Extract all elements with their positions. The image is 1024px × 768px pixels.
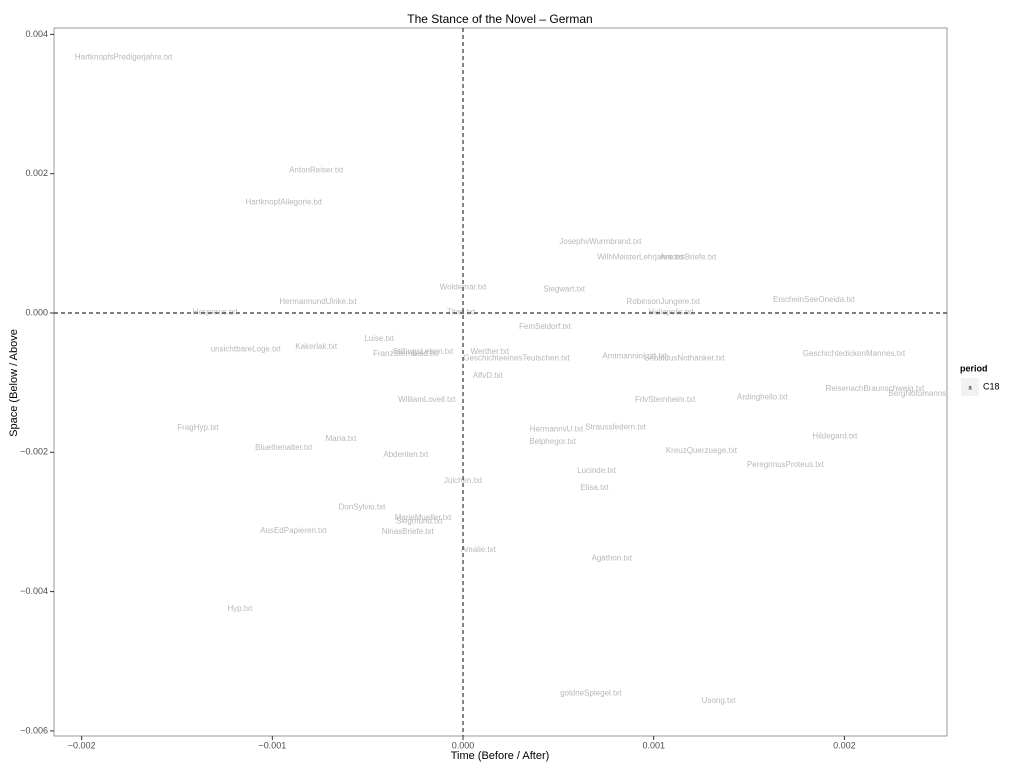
point-label: Bluethenalter.txt (255, 443, 313, 452)
legend-label: C18 (983, 381, 1000, 391)
point-label: Heliopolis.txt (648, 307, 694, 316)
point-label: Hyp.txt (227, 604, 253, 613)
point-label: Lucinde.txt (577, 466, 616, 475)
point-label: WilhMeisterLehrjahre.txt (597, 252, 684, 261)
y-tick-label: 0.004 (25, 29, 48, 39)
point-label: HermannvU.txt (530, 424, 584, 433)
x-axis-label: Time (Before / After) (451, 750, 550, 762)
x-tick-label: 0.001 (642, 740, 665, 750)
point-label: Luise.txt (364, 334, 395, 343)
x-tick-label: −0.002 (68, 740, 96, 750)
y-axis-label: Space (Below / Above (8, 329, 20, 437)
point-label: unsichtbareLoge.txt (211, 344, 282, 353)
point-label: Usong.txt (702, 696, 737, 705)
point-label: SebaldusNothanker.txt (644, 353, 725, 362)
point-label: NinasBriefe.txt (382, 527, 435, 536)
point-label: ErscheinSeeOneida.txt (773, 295, 856, 304)
point-label: JosephvWurmbrand.txt (559, 237, 642, 246)
point-label: GeschichtedickenMannes.txt (803, 349, 906, 358)
point-label: Amalie.txt (461, 545, 497, 554)
point-label: AmtmanninLott.txt (602, 351, 667, 360)
point-label: Agathon.txt (592, 553, 633, 562)
point-label: BergNotomannsDorf.txt (888, 389, 972, 398)
point-label: Belphegor.txt (529, 437, 576, 446)
point-label: Woldemar.txt (440, 282, 487, 291)
y-tick-label: 0.002 (25, 168, 48, 178)
point-label: WilliamLovell.txt (398, 395, 456, 404)
point-label: Elisa.txt (581, 483, 610, 492)
point-label: Kakerlak.txt (295, 342, 338, 351)
point-label: ReisenachBraunschweig.txt (826, 384, 925, 393)
point-label: Hildegard.txt (812, 431, 858, 440)
point-label: FrlvSternheim.txt (635, 395, 696, 404)
point-label: Siegmund.txt (396, 516, 443, 525)
point-label: KreuzQuerzuege.txt (666, 446, 738, 455)
plot-panel (53, 27, 948, 737)
point-label: GeschichteeinesTeutschen.txt (463, 353, 570, 362)
point-label: StillingsLeben.txt (393, 347, 454, 356)
point-label: PeregrinusProteus.txt (747, 460, 825, 469)
x-tick-label: 0.002 (833, 740, 856, 750)
point-label: RobinsonJungere.txt (627, 297, 701, 306)
x-tick-label: 0.000 (452, 740, 475, 750)
legend-key (961, 378, 979, 396)
point-label: HartknopfsPredigerjahre.txt (75, 53, 173, 62)
y-tick-label: −0.004 (20, 586, 48, 596)
point-label: Julchen.txt (444, 476, 483, 485)
point-label: Straussfedern.txt (585, 422, 646, 431)
point-label: Hesperus.txt (193, 307, 239, 316)
point-label: Siegwart.txt (543, 284, 586, 293)
point-label: AntonsBriefe.txt (660, 252, 717, 261)
point-label: FragHyp.txt (177, 423, 219, 432)
point-label: Ardinghello.txt (737, 392, 788, 401)
point-label: AntonReiser.txt (289, 165, 344, 174)
point-label: Abderiten.txt (383, 450, 429, 459)
point-label: HartknopfAllegorie.txt (246, 197, 323, 206)
point-label: Werther.txt (470, 347, 509, 356)
point-label: MarieMueller.txt (395, 513, 452, 522)
point-label: Titan.txt (447, 307, 476, 316)
point-label: HermannundUlrike.txt (279, 297, 357, 306)
y-tick-label: −0.002 (20, 447, 48, 457)
point-label: goldneSpiegel.txt (560, 688, 622, 697)
x-tick-label: −0.001 (258, 740, 286, 750)
label-layer: HartknopfsPredigerjahre.txt AntonReiser.t… (75, 53, 972, 706)
point-label: DonSylvio.txt (339, 502, 386, 511)
chart-title: The Stance of the Novel – German (407, 12, 592, 26)
point-label: AusEdPapieren.txt (260, 526, 327, 535)
point-label: FranzSternbald.txt (373, 349, 439, 358)
legend-glyph: a (968, 386, 972, 392)
legend-title: period (960, 363, 988, 373)
point-label: FemSeldorf.txt (519, 322, 572, 331)
y-tick-label: 0.000 (25, 307, 48, 317)
point-label: AlfvD.txt (473, 371, 504, 380)
y-tick-label: −0.006 (20, 725, 48, 735)
point-label: Maria.txt (326, 434, 357, 443)
